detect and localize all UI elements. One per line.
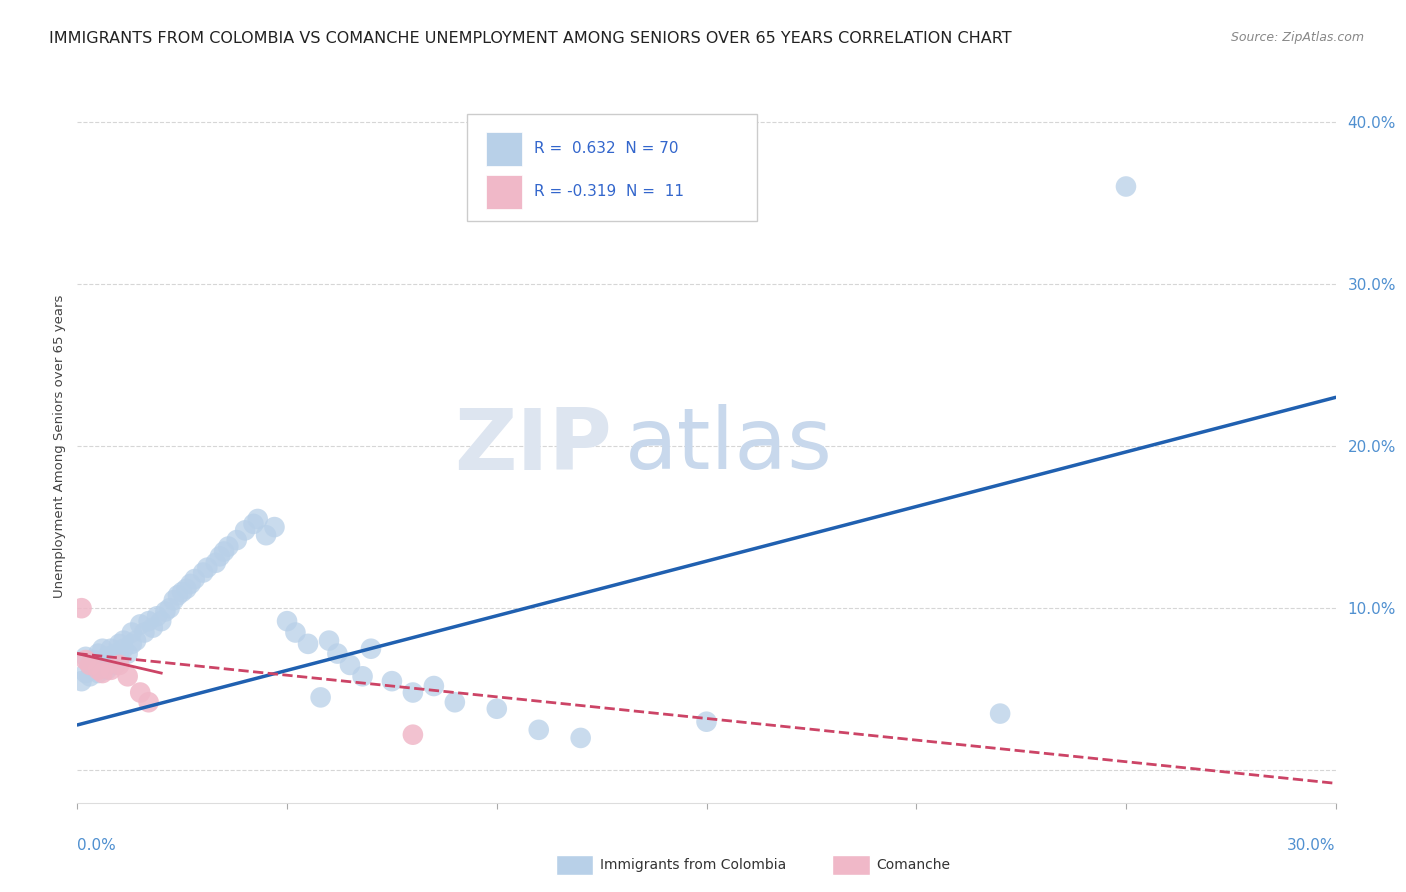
Point <box>146 609 169 624</box>
Point <box>212 544 235 558</box>
Point <box>360 641 382 656</box>
Point <box>83 663 105 677</box>
Point <box>129 617 152 632</box>
Point <box>318 633 340 648</box>
Point <box>117 669 139 683</box>
Point <box>79 657 101 672</box>
Point <box>176 582 198 596</box>
Point <box>159 601 181 615</box>
Point <box>83 653 105 667</box>
Point <box>339 657 361 672</box>
Point <box>121 625 143 640</box>
Point <box>276 614 298 628</box>
Point <box>134 625 156 640</box>
Point <box>246 512 269 526</box>
Text: IMMIGRANTS FROM COLOMBIA VS COMANCHE UNEMPLOYMENT AMONG SENIORS OVER 65 YEARS CO: IMMIGRANTS FROM COLOMBIA VS COMANCHE UNE… <box>49 31 1012 46</box>
Text: R =  0.632  N = 70: R = 0.632 N = 70 <box>534 141 679 156</box>
Text: ZIP: ZIP <box>454 404 612 488</box>
Point <box>108 649 131 664</box>
Point <box>121 637 143 651</box>
Point <box>242 516 264 531</box>
Point <box>284 625 307 640</box>
Point <box>988 706 1011 721</box>
Point <box>155 604 177 618</box>
Point <box>184 572 207 586</box>
FancyBboxPatch shape <box>486 132 522 166</box>
FancyBboxPatch shape <box>555 855 593 875</box>
Point <box>87 647 110 661</box>
Point <box>125 633 148 648</box>
Point <box>172 585 194 599</box>
Point <box>444 695 467 709</box>
Point <box>70 601 93 615</box>
Point <box>129 685 152 699</box>
Point <box>150 614 173 628</box>
Point <box>96 649 118 664</box>
Point <box>195 560 218 574</box>
Point <box>91 657 114 672</box>
Point <box>191 566 215 580</box>
Point <box>696 714 718 729</box>
Point <box>204 556 226 570</box>
Text: atlas: atlas <box>624 404 832 488</box>
Point <box>423 679 446 693</box>
Point <box>527 723 550 737</box>
Point <box>117 647 139 661</box>
Point <box>75 653 97 667</box>
Point <box>233 524 256 538</box>
Point <box>352 669 374 683</box>
Point <box>79 669 101 683</box>
FancyBboxPatch shape <box>467 114 756 221</box>
Point <box>91 666 114 681</box>
Point <box>167 588 190 602</box>
Point <box>180 577 202 591</box>
Point <box>100 641 122 656</box>
Point <box>108 657 131 672</box>
Point <box>100 653 122 667</box>
Point <box>104 657 127 672</box>
Point <box>225 533 247 547</box>
Point <box>1115 179 1137 194</box>
Point <box>96 663 118 677</box>
Point <box>112 633 135 648</box>
Text: Source: ZipAtlas.com: Source: ZipAtlas.com <box>1230 31 1364 45</box>
Point <box>138 695 160 709</box>
FancyBboxPatch shape <box>486 175 522 209</box>
Text: 0.0%: 0.0% <box>77 838 117 854</box>
Y-axis label: Unemployment Among Seniors over 65 years: Unemployment Among Seniors over 65 years <box>53 294 66 598</box>
Point <box>163 593 186 607</box>
Point <box>402 728 425 742</box>
Point <box>138 614 160 628</box>
Point <box>309 690 332 705</box>
Point <box>254 528 277 542</box>
Text: Immigrants from Colombia: Immigrants from Colombia <box>599 858 786 871</box>
Point <box>87 666 110 681</box>
Point <box>569 731 592 745</box>
Point <box>263 520 285 534</box>
Point <box>75 666 97 681</box>
Point <box>208 549 231 564</box>
Point <box>91 641 114 656</box>
Text: R = -0.319  N =  11: R = -0.319 N = 11 <box>534 184 685 199</box>
Text: Comanche: Comanche <box>876 858 950 871</box>
Text: 30.0%: 30.0% <box>1288 838 1336 854</box>
Point <box>485 702 508 716</box>
Point <box>217 540 239 554</box>
Point <box>112 641 135 656</box>
Point <box>100 663 122 677</box>
Point <box>75 649 97 664</box>
Point <box>104 647 127 661</box>
Point <box>142 621 165 635</box>
Point <box>87 663 110 677</box>
Point <box>402 685 425 699</box>
Point <box>79 657 101 672</box>
Point <box>381 674 404 689</box>
FancyBboxPatch shape <box>832 855 870 875</box>
Point <box>326 647 349 661</box>
Point <box>297 637 319 651</box>
Point <box>70 674 93 689</box>
Point <box>108 637 131 651</box>
